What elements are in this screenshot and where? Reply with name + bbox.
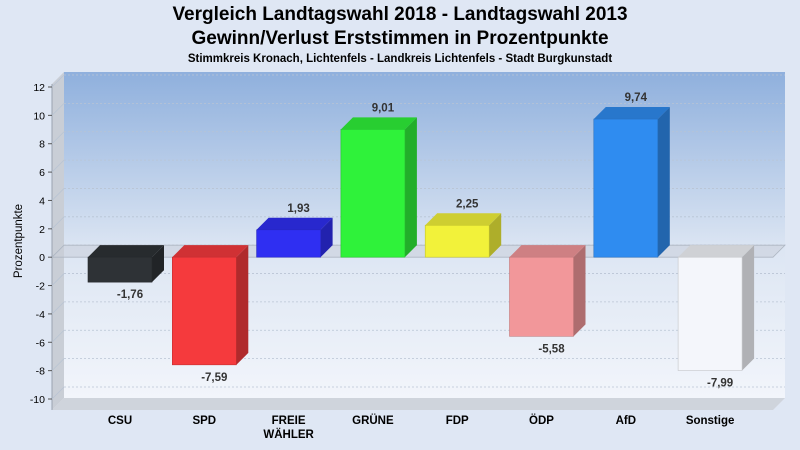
- category-label: SPD: [192, 415, 216, 427]
- bar-5: [509, 245, 586, 337]
- category-label: FREIE: [272, 415, 306, 427]
- y-tick-label: -4: [36, 309, 45, 321]
- bar-top: [509, 245, 586, 258]
- y-tick-label: 8: [39, 139, 45, 151]
- bar-front: [424, 224, 490, 258]
- bar-4: [424, 213, 502, 258]
- gridline-side: [51, 159, 65, 173]
- bar-front: [87, 256, 153, 283]
- category-label: CSU: [108, 415, 132, 427]
- bar-side: [404, 117, 417, 258]
- gridline-side: [51, 216, 65, 230]
- bar-side: [657, 107, 670, 258]
- bar-side: [320, 217, 333, 258]
- chart-title: Vergleich Landtagswahl 2018 - Landtagswa…: [172, 4, 628, 25]
- y-tick-label: 2: [39, 224, 45, 236]
- bar-top: [88, 245, 164, 258]
- bar-front: [256, 229, 321, 258]
- gridline-side: [51, 358, 65, 371]
- value-label: -5,58: [538, 343, 565, 355]
- plot-left-wall: [52, 72, 64, 410]
- category-label: FDP: [446, 415, 469, 427]
- category-label: WÄHLER: [263, 428, 314, 441]
- bar-3: [340, 117, 417, 258]
- y-tick-label: 12: [33, 82, 45, 94]
- bar-7: [677, 245, 755, 371]
- value-label: -1,76: [117, 289, 143, 301]
- value-label: 9,74: [625, 92, 648, 104]
- bar-front: [509, 256, 574, 337]
- gridline-side: [51, 329, 65, 343]
- bar-side: [152, 245, 164, 283]
- bar-top: [172, 245, 249, 258]
- bar-side: [489, 213, 502, 258]
- value-label: -7,59: [201, 372, 227, 384]
- bar-0: [87, 245, 164, 283]
- bar-side: [236, 245, 249, 365]
- y-axis-label: Prozentpunkte: [13, 204, 25, 278]
- bar-front: [593, 118, 659, 258]
- gridline-side: [51, 301, 65, 315]
- bar-top: [593, 107, 670, 120]
- gridline-side: [51, 273, 65, 286]
- bar-front: [340, 129, 406, 258]
- gridline-side: [51, 188, 65, 201]
- y-tick-label: -2: [36, 281, 45, 293]
- bar-front: [677, 256, 743, 371]
- y-tick-label: 6: [39, 167, 45, 179]
- category-label: Sonstige: [686, 415, 735, 427]
- category-label: ÖDP: [529, 414, 554, 427]
- plot-floor: [52, 398, 785, 410]
- bar-2: [256, 217, 333, 258]
- chart-subtitle-region: Stimmkreis Kronach, Lichtenfels - Landkr…: [187, 53, 613, 65]
- y-tick-label: 0: [39, 252, 45, 264]
- y-tick-label: 10: [33, 110, 45, 122]
- category-label: GRÜNE: [352, 414, 394, 427]
- y-tick-label: -8: [36, 366, 45, 378]
- bar-top: [425, 213, 502, 226]
- value-label: -7,99: [707, 377, 733, 389]
- bar-top: [256, 217, 333, 230]
- bar-6: [593, 107, 670, 258]
- bar-1: [172, 245, 249, 366]
- value-label: 1,93: [287, 203, 309, 215]
- y-tick-label: -6: [36, 337, 45, 349]
- bar-top: [340, 117, 417, 130]
- bar-side: [573, 245, 586, 337]
- gridline-side: [51, 103, 65, 116]
- value-label: 9,01: [372, 102, 395, 114]
- bar-top: [678, 245, 755, 258]
- y-tick-label: 4: [39, 195, 45, 207]
- bar-front: [172, 256, 237, 366]
- category-label: AfD: [616, 415, 636, 427]
- chart-subtitle: Gewinn/Verlust Erststimmen in Prozentpun…: [191, 28, 609, 49]
- value-label: 2,25: [456, 198, 479, 210]
- bar-side: [742, 245, 755, 371]
- y-tick-label: -10: [30, 394, 45, 406]
- gridline-side: [51, 74, 65, 88]
- gridline-side: [51, 386, 65, 400]
- gridline-side: [51, 131, 65, 145]
